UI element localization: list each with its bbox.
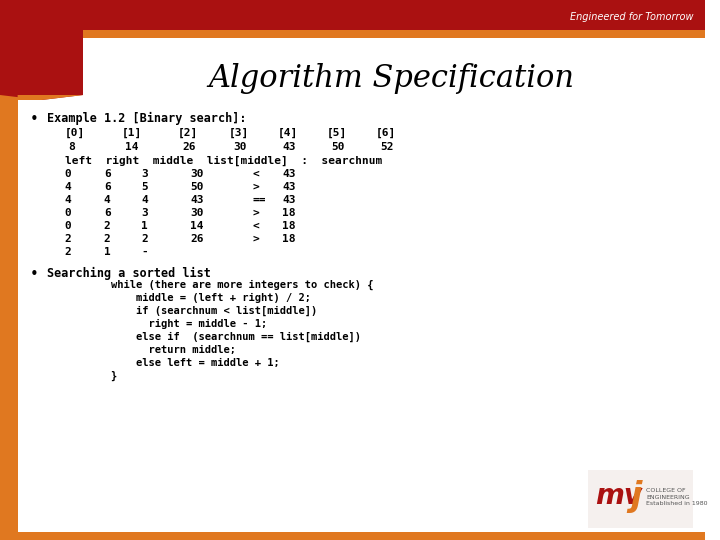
Text: 26: 26: [190, 234, 204, 244]
Text: 5: 5: [141, 182, 148, 192]
Text: Searching a sorted list: Searching a sorted list: [47, 267, 211, 280]
Text: •: •: [30, 267, 38, 282]
Polygon shape: [0, 30, 17, 540]
Text: >: >: [253, 234, 259, 244]
Text: j: j: [631, 480, 642, 513]
Text: }: }: [60, 371, 117, 381]
Text: return middle;: return middle;: [60, 345, 235, 355]
Text: 1: 1: [141, 221, 148, 231]
Text: [1]: [1]: [122, 128, 142, 138]
Polygon shape: [17, 95, 84, 100]
Text: [6]: [6]: [376, 128, 396, 138]
Text: 14: 14: [190, 221, 204, 231]
Text: [0]: [0]: [65, 128, 85, 138]
FancyBboxPatch shape: [588, 470, 693, 528]
Text: Engineered for Tomorrow: Engineered for Tomorrow: [570, 11, 693, 22]
Text: 6: 6: [104, 182, 111, 192]
Text: 30: 30: [233, 142, 246, 152]
Text: mv: mv: [595, 482, 642, 510]
Text: 2: 2: [141, 234, 148, 244]
Polygon shape: [0, 0, 84, 95]
Text: 18: 18: [282, 234, 295, 244]
Text: left  right  middle  list[middle]  :  searchnum: left right middle list[middle] : searchn…: [65, 156, 382, 166]
Text: [4]: [4]: [278, 128, 298, 138]
Text: [5]: [5]: [327, 128, 347, 138]
Text: COLLEGE OF
ENGINEERING
Established in 1980: COLLEGE OF ENGINEERING Established in 19…: [647, 488, 708, 506]
Text: 52: 52: [380, 142, 393, 152]
Polygon shape: [0, 0, 705, 30]
Text: -: -: [141, 247, 148, 257]
Text: 50: 50: [190, 182, 204, 192]
Text: 0: 0: [65, 221, 71, 231]
Text: 2: 2: [104, 221, 111, 231]
Polygon shape: [0, 95, 84, 100]
Text: else left = middle + 1;: else left = middle + 1;: [60, 358, 279, 368]
Text: Algorithm Specification: Algorithm Specification: [209, 63, 575, 93]
Text: >: >: [253, 182, 259, 192]
Text: 30: 30: [190, 208, 204, 218]
Text: 1: 1: [104, 247, 111, 257]
Text: 43: 43: [282, 182, 295, 192]
Text: 4: 4: [104, 195, 111, 205]
Text: 4: 4: [65, 182, 71, 192]
Text: if (searchnum < list[middle]): if (searchnum < list[middle]): [60, 306, 317, 316]
Text: 4: 4: [65, 195, 71, 205]
Text: 18: 18: [282, 208, 295, 218]
Polygon shape: [84, 30, 705, 38]
Text: <: <: [253, 221, 259, 231]
Text: 2: 2: [104, 234, 111, 244]
Text: 30: 30: [190, 169, 204, 179]
Text: 2: 2: [65, 247, 71, 257]
Text: right = middle - 1;: right = middle - 1;: [60, 319, 267, 329]
Polygon shape: [0, 532, 705, 540]
Text: 14: 14: [125, 142, 139, 152]
Text: 3: 3: [141, 169, 148, 179]
Text: 26: 26: [182, 142, 196, 152]
Text: ==: ==: [253, 195, 266, 205]
Text: 0: 0: [65, 208, 71, 218]
Text: 0: 0: [65, 169, 71, 179]
Text: 50: 50: [331, 142, 344, 152]
Text: 18: 18: [282, 221, 295, 231]
Text: [2]: [2]: [179, 128, 199, 138]
Text: 43: 43: [190, 195, 204, 205]
Text: 6: 6: [104, 169, 111, 179]
Text: while (there are more integers to check) {: while (there are more integers to check)…: [60, 280, 373, 291]
Text: 43: 43: [282, 195, 295, 205]
Text: 6: 6: [104, 208, 111, 218]
Text: <: <: [253, 169, 259, 179]
Text: •: •: [30, 112, 38, 127]
Text: 4: 4: [141, 195, 148, 205]
Text: Example 1.2 [Binary search]:: Example 1.2 [Binary search]:: [47, 112, 246, 125]
Text: 43: 43: [282, 169, 295, 179]
Text: >: >: [253, 208, 259, 218]
Text: else if  (searchnum == list[middle]): else if (searchnum == list[middle]): [60, 332, 361, 342]
Text: middle = (left + right) / 2;: middle = (left + right) / 2;: [60, 293, 311, 303]
Text: [3]: [3]: [229, 128, 249, 138]
Text: 8: 8: [68, 142, 76, 152]
Text: 3: 3: [141, 208, 148, 218]
Text: 43: 43: [282, 142, 295, 152]
Text: 2: 2: [65, 234, 71, 244]
